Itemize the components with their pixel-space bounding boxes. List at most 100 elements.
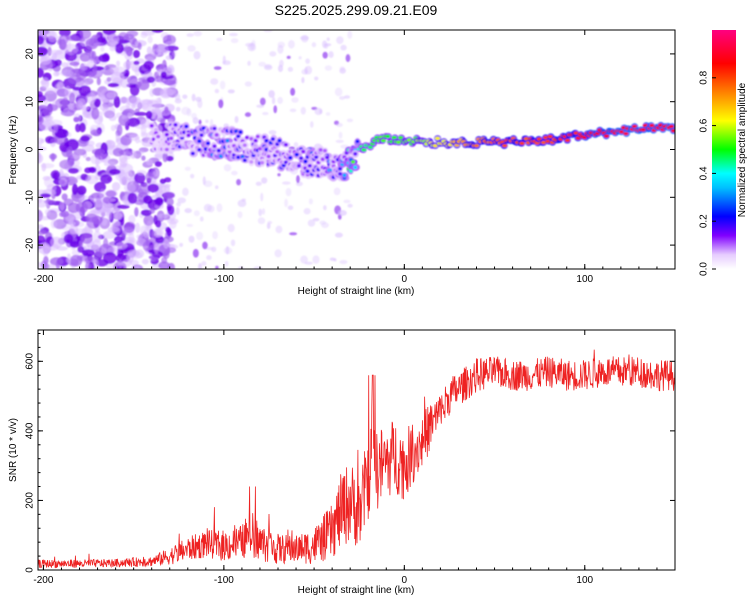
colorbar-label: Normalized spectral amplitude <box>737 82 748 217</box>
noise-blob <box>127 192 138 204</box>
noise-blob-layer <box>38 30 675 269</box>
ridge-core <box>253 138 258 143</box>
noise-blob <box>123 183 137 193</box>
noise-blob <box>79 122 86 133</box>
noise-blob <box>287 66 294 72</box>
noise-blob <box>129 96 141 105</box>
spectrogram-ylabel: Frequency (Hz) <box>8 116 19 185</box>
noise-blob <box>38 230 47 235</box>
noise-blob <box>230 38 239 44</box>
noise-blob <box>47 30 58 43</box>
spectrogram-ytick-label: -20 <box>25 237 36 252</box>
ridge-core <box>249 136 254 141</box>
noise-blob <box>195 231 204 241</box>
noise-blob <box>145 132 151 141</box>
noise-blob <box>60 109 75 117</box>
noise-blob <box>186 108 192 117</box>
noise-blob <box>241 198 246 202</box>
noise-blob <box>175 106 181 112</box>
noise-blob <box>78 85 91 97</box>
spectrogram-xtick-label: -100 <box>214 274 234 285</box>
noise-blob <box>106 91 116 99</box>
snr-ytick-label: 600 <box>25 353 36 370</box>
noise-blob <box>101 217 108 226</box>
noise-blob <box>66 131 72 138</box>
noise-blob <box>105 190 117 198</box>
noise-blob <box>271 96 276 105</box>
ridge-core <box>338 172 343 176</box>
noise-blob <box>72 183 78 196</box>
noise-blob <box>312 217 320 222</box>
ridge-core <box>307 163 312 168</box>
noise-blob <box>50 236 63 249</box>
colorbar-tick-label: 0.8 <box>699 70 710 84</box>
noise-blob <box>192 248 199 258</box>
noise-blob <box>141 258 149 265</box>
noise-blob <box>91 148 106 155</box>
noise-blob <box>114 212 123 220</box>
noise-blob <box>190 173 195 179</box>
noise-blob <box>334 87 343 97</box>
noise-blob <box>264 63 272 69</box>
ridge-core <box>541 140 547 145</box>
noise-blob <box>203 203 212 212</box>
noise-blob <box>164 184 170 194</box>
noise-blob <box>92 231 102 243</box>
noise-blob <box>127 112 132 119</box>
noise-blob <box>191 93 196 102</box>
noise-blob <box>215 265 219 269</box>
ridge-core <box>299 156 304 160</box>
ridge-core <box>502 144 508 148</box>
ridge-core <box>264 138 269 143</box>
noise-blob <box>108 114 117 122</box>
noise-blob <box>218 99 224 109</box>
noise-blob <box>140 32 148 39</box>
noise-blob <box>106 77 112 82</box>
noise-blob <box>135 222 141 234</box>
noise-blob <box>147 183 159 193</box>
noise-blob <box>98 95 105 101</box>
ridge-core <box>156 134 161 139</box>
noise-blob <box>154 228 163 238</box>
noise-blob <box>111 220 120 228</box>
noise-blob <box>164 106 169 114</box>
noise-blob <box>102 196 111 204</box>
ridge-core <box>275 149 280 154</box>
spectrogram-xtick-label: 100 <box>576 274 593 285</box>
noise-blob <box>155 97 162 104</box>
noise-blob <box>100 46 105 52</box>
noise-blob <box>257 217 266 225</box>
noise-blob <box>291 97 299 103</box>
colorbar-tick-label: 0.6 <box>699 118 710 132</box>
noise-blob <box>117 39 130 44</box>
noise-blob <box>234 116 239 124</box>
noise-blob <box>132 103 145 108</box>
noise-blob <box>343 95 351 99</box>
ridge-core <box>212 144 217 148</box>
noise-blob <box>50 138 58 144</box>
noise-blob <box>163 191 176 199</box>
noise-blob <box>98 54 110 63</box>
noise-blob <box>323 205 327 211</box>
noise-blob <box>205 119 209 124</box>
noise-blob <box>156 44 169 56</box>
noise-blob <box>107 226 120 233</box>
noise-blob <box>285 187 292 197</box>
ridge-core <box>325 155 330 160</box>
colorbar-gradient <box>712 30 736 269</box>
ridge-core <box>670 129 675 133</box>
snr-xlabel: Height of straight line (km) <box>298 585 415 596</box>
noise-blob <box>91 107 100 120</box>
noise-blob <box>186 223 194 227</box>
noise-blob <box>166 197 174 207</box>
noise-blob <box>223 247 233 255</box>
noise-blob <box>274 249 282 258</box>
ridge-core <box>668 124 674 129</box>
noise-blob <box>80 135 90 142</box>
noise-blob <box>300 106 306 115</box>
noise-blob <box>38 114 44 125</box>
ridge-core <box>303 159 308 164</box>
noise-blob <box>120 47 135 52</box>
